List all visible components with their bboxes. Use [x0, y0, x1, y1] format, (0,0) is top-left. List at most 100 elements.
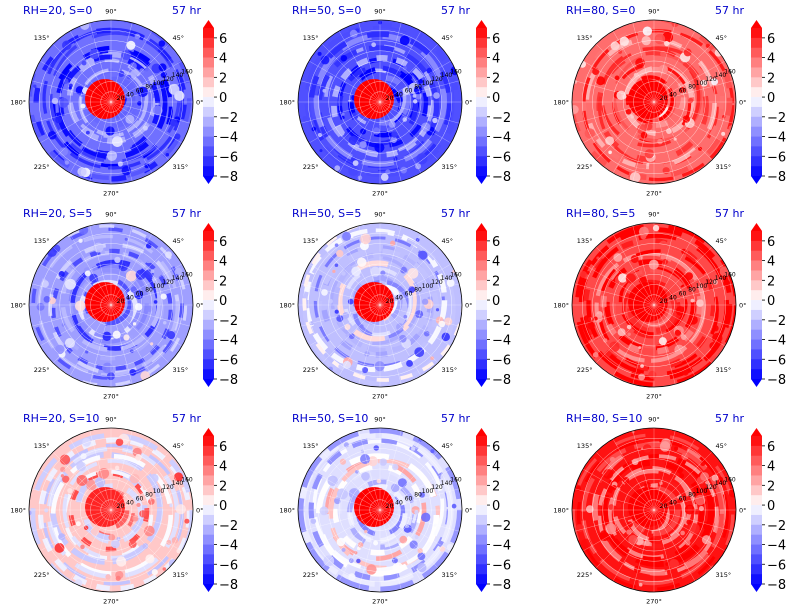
field-cell [414, 510, 419, 515]
field-cell [698, 506, 704, 512]
colorbar-tick-label: 2 [767, 274, 775, 289]
colorbar-segment [751, 445, 762, 457]
field-cell [598, 479, 602, 483]
colorbar-segment [476, 436, 487, 447]
field-cell [669, 558, 680, 570]
angular-gridline [39, 60, 112, 103]
field-cell [166, 330, 176, 340]
radial-tick-label: 20 [386, 298, 394, 305]
colorbar-tick-label: −6 [767, 150, 786, 165]
field-cell [405, 72, 413, 81]
angular-gridline [653, 80, 734, 103]
field-band [337, 65, 419, 146]
angular-gridline [379, 304, 460, 327]
panel-title: RH=80, S=10 [566, 412, 642, 425]
angle-tick-label: 45° [173, 442, 185, 450]
angle-tick-label: 45° [173, 34, 185, 42]
field-cell [641, 35, 651, 46]
colorbar-segment [476, 369, 487, 380]
radial-tick-label: 80 [414, 492, 422, 499]
field-cell [397, 478, 407, 488]
field-cell [652, 224, 660, 232]
angle-tick-label: 225° [303, 571, 319, 579]
field-cell [698, 146, 703, 151]
colorbar-segment [203, 574, 214, 585]
field-cell [343, 442, 349, 448]
field-cell [617, 328, 626, 337]
angular-gridline [110, 233, 153, 306]
colorbar-segment [476, 97, 487, 108]
field-band [55, 47, 168, 160]
colorbar-tick-label: −6 [219, 150, 238, 165]
angular-gridline [110, 509, 183, 552]
colorbar-segment [476, 270, 487, 281]
panel-3: 2040608010012014016090°45°0°315°270°225°… [553, 4, 786, 198]
radial-tick-label: 160 [450, 271, 462, 278]
field-cell [343, 360, 351, 369]
panel-time-label: 57 hr [715, 412, 744, 425]
colorbar-segment [751, 319, 762, 330]
field-band [29, 224, 188, 387]
colorbar-tick-label: −2 [767, 111, 786, 126]
angle-tick-label: 315° [173, 366, 189, 374]
field-cell [310, 518, 317, 524]
angular-gridline [52, 509, 112, 569]
angular-gridline [308, 263, 381, 306]
colorbar-segment [751, 329, 762, 340]
colorbar-tick-label: 0 [492, 294, 500, 309]
field-band [584, 36, 717, 170]
angular-gridline [308, 60, 381, 103]
angular-gridline [52, 304, 112, 364]
colorbar-tick-label: 0 [767, 294, 775, 309]
field-cell [64, 337, 76, 349]
field-cell [685, 540, 691, 546]
polar-field [572, 20, 735, 183]
colorbar-segment [751, 47, 762, 58]
field-cell [348, 165, 359, 177]
colorbar-tick-label: −6 [219, 558, 238, 573]
radial-tick-label: 160 [724, 271, 736, 278]
field-cell [600, 301, 607, 308]
radial-tick-label: 80 [145, 287, 153, 294]
angular-gridline [653, 438, 696, 511]
field-cell [128, 540, 137, 548]
field-cell [400, 266, 407, 274]
field-cell [102, 362, 113, 374]
field-band [37, 437, 192, 592]
colorbar-segment [476, 309, 487, 321]
field-band [315, 453, 440, 577]
angular-gridline [110, 430, 133, 511]
field-cell [76, 461, 86, 472]
angular-gridline [653, 304, 734, 327]
field-cell [392, 463, 399, 471]
colorbar: 6 4 2 0 −2 −4 −6 −8 [203, 20, 238, 185]
colorbar-tick-label: −4 [767, 334, 786, 349]
field-cell [584, 128, 595, 139]
radial-tick-label: 80 [145, 84, 153, 91]
field-cell [721, 131, 726, 136]
colorbar-segment [476, 77, 487, 88]
colorbar-segment [203, 146, 214, 157]
colorbar-segment [751, 574, 762, 585]
angle-tick-label: 180° [553, 99, 569, 107]
radial-tick-label: 20 [117, 298, 125, 305]
field-cell [336, 314, 344, 322]
field-band [597, 249, 719, 371]
angular-gridline [110, 101, 183, 144]
angular-gridline [574, 509, 655, 532]
angular-gridline [110, 304, 133, 385]
colorbar-segment [476, 544, 487, 555]
angular-gridline [89, 225, 112, 306]
angular-gridline [653, 509, 726, 552]
colorbar-tick-label: −4 [219, 334, 238, 349]
colorbar-segment [476, 564, 487, 575]
colorbar-segment [203, 47, 214, 58]
colorbar-extend-max [476, 20, 487, 28]
field-band [62, 469, 154, 560]
field-band [29, 20, 192, 180]
colorbar-tick-label: 6 [492, 32, 500, 47]
radial-tick-label: 40 [669, 91, 677, 98]
angular-gridline [110, 225, 133, 306]
colorbar-segment [203, 166, 214, 177]
field-cell [440, 473, 449, 482]
